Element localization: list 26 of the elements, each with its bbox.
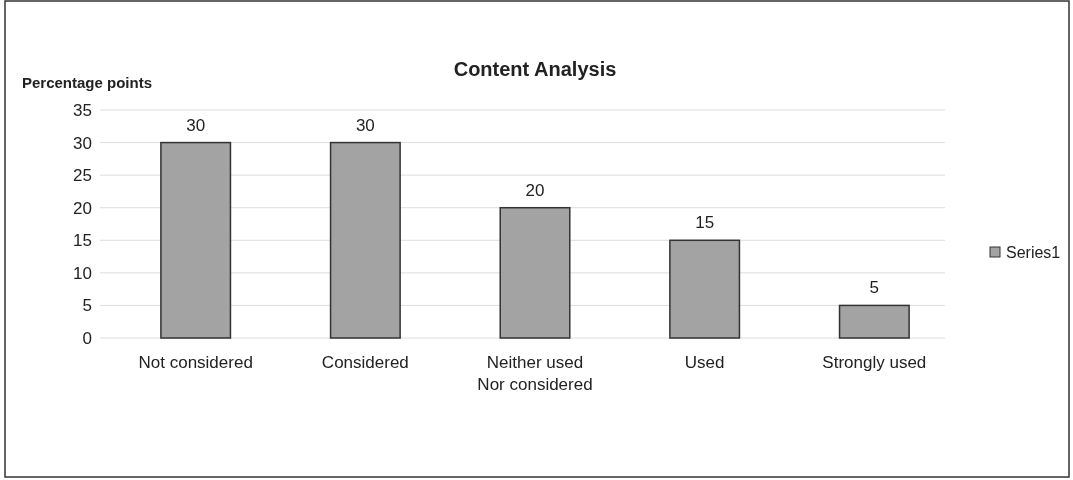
y-tick-label: 0 <box>82 329 92 348</box>
y-axis-title: Percentage points <box>22 74 153 91</box>
y-tick-label: 10 <box>73 263 92 283</box>
data-label: 30 <box>186 115 206 135</box>
x-tick-label: Considered <box>321 353 409 372</box>
data-label: 30 <box>355 115 375 135</box>
data-label: 20 <box>525 180 545 200</box>
data-label: 15 <box>695 213 715 233</box>
y-tick-label: 15 <box>73 231 92 251</box>
x-tick-label: Not considered <box>138 353 253 372</box>
bar <box>329 141 401 339</box>
bar <box>669 239 741 339</box>
x-tick-label: Strongly used <box>822 353 927 372</box>
y-tick-label: 5 <box>82 296 92 316</box>
y-tick-label: 20 <box>73 198 92 218</box>
bar <box>160 141 232 339</box>
legend-label: Series1 <box>1006 244 1061 261</box>
x-tick-label: Neither used Nor considered <box>477 353 593 394</box>
y-tick-label: 25 <box>73 166 92 186</box>
bar <box>838 304 910 339</box>
bar <box>499 206 571 339</box>
chart-title: Content Analysis <box>453 58 617 80</box>
y-tick-label: 30 <box>73 133 92 153</box>
x-tick-label: Used <box>684 353 725 372</box>
data-label: 5 <box>869 278 880 298</box>
y-tick-label: 35 <box>73 101 92 120</box>
